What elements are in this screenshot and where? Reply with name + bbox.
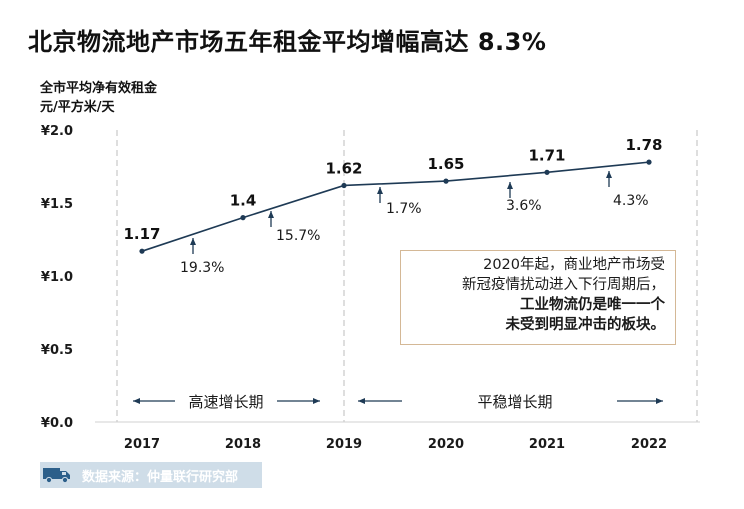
data-value-label: 1.65 [427, 155, 464, 173]
callout-line: 未受到明显冲击的板块。 [505, 317, 666, 333]
y-axis-label-line1: 全市平均净有效租金 [40, 81, 158, 96]
phase-label: 平稳增长期 [477, 393, 552, 411]
growth-label: 15.7% [276, 228, 320, 244]
chart-title: 北京物流地产市场五年租金平均增幅高达 8.3% [28, 28, 547, 56]
data-value-label: 1.78 [625, 136, 662, 154]
data-value-label: 1.71 [528, 146, 565, 164]
truck-icon [43, 468, 70, 484]
y-axis-label-line2: 元/平方米/天 [40, 100, 115, 115]
data-value-label: 1.4 [230, 192, 257, 210]
y-tick-label: ¥1.5 [41, 197, 73, 212]
source-text: 数据来源：仲量联行研究部 [82, 469, 239, 485]
data-point [646, 159, 652, 165]
y-tick-label: ¥1.0 [41, 270, 73, 285]
x-tick-label: 2019 [326, 437, 362, 452]
phase-label: 高速增长期 [188, 393, 263, 411]
callout-line: 2020年起，商业地产市场受 [483, 257, 665, 273]
y-tick-label: ¥0.5 [41, 343, 73, 358]
x-tick-label: 2018 [225, 437, 261, 452]
source-bar: 数据来源：仲量联行研究部 [40, 462, 262, 488]
data-point [544, 169, 550, 175]
callout-line: 新冠疫情扰动进入下行周期后， [462, 277, 665, 293]
y-tick-label: ¥2.0 [41, 124, 73, 139]
growth-label: 4.3% [613, 193, 649, 209]
growth-label: 3.6% [506, 198, 542, 214]
callout-line: 工业物流仍是唯一一个 [520, 297, 665, 313]
data-point [139, 248, 145, 254]
y-tick-label: ¥0.0 [41, 416, 73, 431]
x-tick-label: 2020 [428, 437, 464, 452]
series-line [141, 161, 650, 252]
data-point [341, 182, 347, 189]
data-point [240, 215, 246, 221]
x-tick-label: 2022 [631, 437, 667, 452]
x-tick-label: 2021 [529, 437, 565, 452]
data-point [443, 178, 449, 184]
growth-label: 19.3% [180, 260, 224, 276]
x-tick-label: 2017 [124, 437, 160, 452]
callout-box: 2020年起，商业地产市场受 新冠疫情扰动进入下行周期后， 工业物流仍是唯一一个… [400, 250, 676, 345]
data-value-label: 1.62 [325, 159, 362, 177]
growth-label: 1.7% [386, 201, 422, 217]
data-value-label: 1.17 [123, 225, 160, 243]
